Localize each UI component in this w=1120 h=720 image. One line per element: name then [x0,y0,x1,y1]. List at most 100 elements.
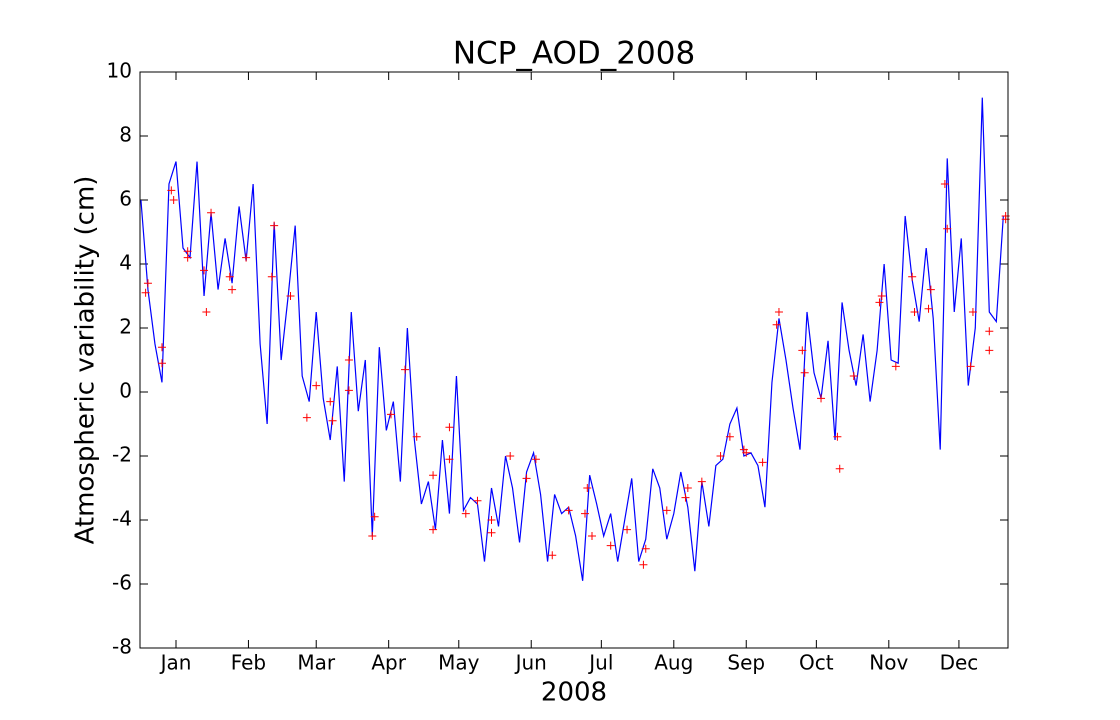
marker [141,288,150,297]
chart-title: NCP_AOD_2008 [453,36,695,72]
marker [169,196,178,204]
x-tick-label: Dec [940,651,979,675]
marker [940,180,949,188]
marker [849,372,858,380]
x-tick-label: Feb [231,651,266,675]
marker [207,208,216,217]
x-tick-label: Mar [297,651,336,675]
marker [800,368,809,377]
marker [202,308,211,316]
data-line [140,97,1004,581]
marker [943,224,952,233]
y-axis-label: Atmospheric variability (cm) [71,176,101,545]
marker [875,298,884,307]
marker [817,394,826,403]
marker [587,532,596,540]
marker [344,386,353,395]
y-tick-label: -2 [112,443,132,467]
marker [157,343,166,352]
marker [242,253,251,262]
marker [798,346,807,355]
x-axis-label: 2008 [541,678,607,708]
marker [302,413,311,422]
marker [697,477,706,486]
y-tick-label: -4 [112,507,132,531]
marker [473,496,482,505]
x-tick-label: Nov [869,651,908,675]
marker [487,516,496,524]
marker [267,272,276,281]
marker [522,474,531,483]
marker [445,423,454,432]
x-tick-label: Oct [799,651,834,675]
marker [583,484,592,492]
marker [623,525,632,534]
marker [531,455,540,464]
marker [157,359,166,368]
marker [200,266,209,275]
marker [228,285,237,294]
plot-frame [139,71,1009,649]
marker [312,381,321,390]
marker [461,509,470,518]
marker [429,471,438,480]
marker [924,304,933,313]
x-tick-label: May [438,651,480,675]
marker [662,506,671,515]
marker [891,362,900,371]
marker [225,272,234,281]
marker [548,551,557,560]
marker [429,525,438,534]
marker [910,308,919,316]
marker [681,493,690,502]
marker [877,292,886,300]
marker [758,458,767,467]
x-tick-label: Aug [654,651,693,675]
marker [926,285,935,294]
marker [387,410,396,419]
marker [606,541,615,550]
marker [564,506,573,515]
y-tick-label: -6 [112,571,132,595]
marker [835,464,844,473]
y-tick-label: 10 [107,59,132,83]
marker [326,397,335,406]
marker [966,362,975,371]
marker [774,308,783,316]
marker [328,416,337,425]
x-tick-label: Jan [159,651,192,675]
marker [183,253,192,262]
x-tick-label: Apr [371,651,406,675]
marker [344,356,353,364]
marker [270,221,279,230]
marker [639,560,648,569]
marker [167,186,176,195]
y-tick-label: 0 [119,379,132,403]
marker [725,432,734,441]
marker [143,279,152,288]
marker [742,448,751,457]
marker [968,308,977,316]
marker [445,455,454,464]
marker [412,432,421,441]
x-tick-label: Jul [587,651,613,675]
marker [401,365,410,374]
marker [833,432,842,441]
marker [985,346,994,355]
marker [908,272,917,281]
y-tick-label: 8 [119,123,132,147]
marker [683,484,692,492]
marker [772,320,781,329]
x-tick-label: Sep [727,651,765,675]
y-tick-label: 6 [119,187,132,211]
y-tick-label: 2 [119,315,132,339]
marker [641,544,650,553]
marker [286,292,295,300]
y-tick-label: 4 [119,251,132,275]
marker [368,532,377,540]
marker [370,512,379,521]
marker [580,509,589,518]
marker [985,327,994,336]
